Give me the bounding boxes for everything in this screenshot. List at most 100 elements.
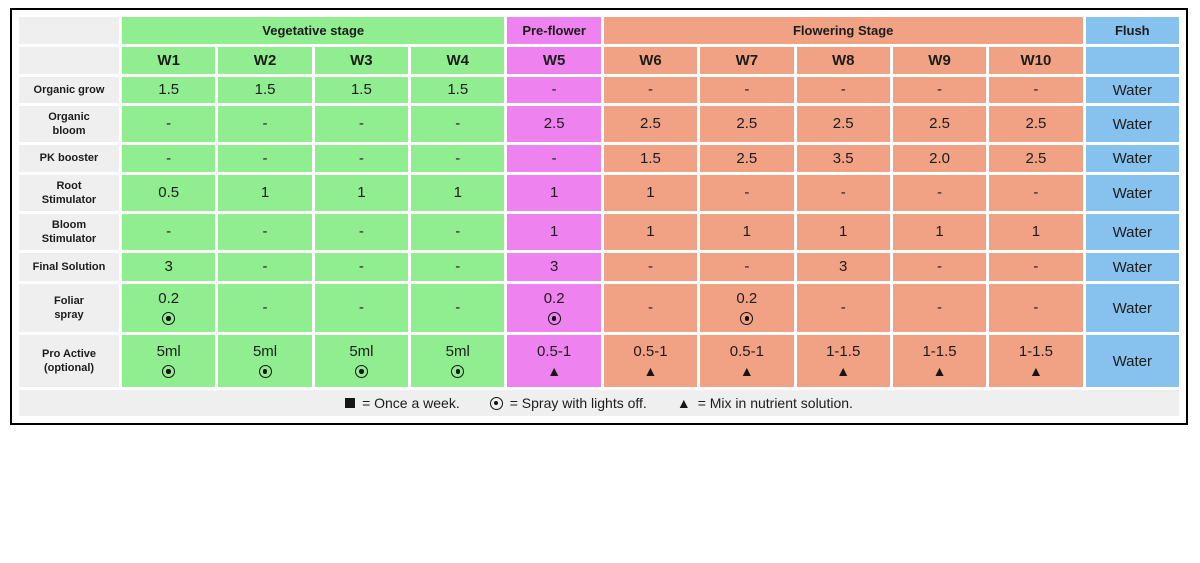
legend-item-once-a-week: = Once a week. [345,395,460,411]
row-organic-bloom: Organic bloom - - - -2.5 2.5 2.5 2.5 2.5 2.5 Water [19,106,1179,142]
stage-header-row: Vegetative stage Pre-flower Flowering St… [19,17,1179,44]
cell-organic-grow-w3: 1.5 [314,77,409,103]
row-final-solution: Final Solution 3- - -3- -3- - Water [19,253,1179,281]
stage-header-preflower: Pre-flower [507,17,601,44]
cell-organic-grow-w2: 1.5 [218,77,312,103]
row-label-organic-bloom: Organic bloom [19,106,119,142]
cell-bloom-stimulator-w8: 1 [796,214,890,250]
cell-final-solution-w8: 3 [796,253,890,281]
cell-organic-bloom-w9: 2.5 [892,106,987,142]
cell-pro-active-optional-w8: 1-1.5 ▲ [796,335,890,387]
week-header-w1: W1 [122,47,216,74]
flush-cell-organic-grow: Water [1085,77,1179,103]
cell-organic-bloom-w10: 2.5 [989,106,1083,142]
week-header-w10: W10 [989,47,1083,74]
cell-organic-grow-w6: - [603,77,698,103]
cell-organic-grow-w10: - [989,77,1083,103]
flush-cell-organic-bloom: Water [1085,106,1179,142]
spray-lights-off-icon [162,312,176,326]
cell-root-stimulator-w4: 1 [411,175,505,211]
once-a-week-icon [345,398,356,408]
legend-item-mix-in-nutrient-solution: ▲ = Mix in nutrient solution. [677,395,853,411]
spray-lights-off-icon [258,365,272,379]
cell-foliar-spray-w7: 0.2 [700,284,794,332]
week-header-w5: W5 [507,47,601,74]
cell-foliar-spray-w4: - [411,284,505,332]
spray-lights-off-icon [740,312,754,326]
mix-in-nutrient-solution-icon: ▲ [1028,362,1043,379]
cell-organic-grow-w5: - [507,77,601,103]
cell-pro-active-optional-w4: 5ml [411,335,505,387]
cell-bloom-stimulator-w4: - [411,214,505,250]
mix-in-nutrient-solution-icon: ▲ [676,395,691,411]
cell-organic-grow-w7: - [700,77,794,103]
cell-pro-active-optional-w3: 5ml [314,335,409,387]
cell-foliar-spray-w9: - [892,284,987,332]
cell-root-stimulator-w7: - [700,175,794,211]
flush-cell-pk-booster: Water [1085,145,1179,172]
legend-items: = Once a week. = Spray with lights off. ▲ =… [19,395,1179,411]
cell-final-solution-w9: - [892,253,987,281]
cell-root-stimulator-w2: 1 [218,175,312,211]
row-label-root-stimulator: Root Stimulator [19,175,119,211]
mix-in-nutrient-solution-icon: ▲ [932,362,947,379]
cell-bloom-stimulator-w5: 1 [507,214,601,250]
week-header-w7: W7 [700,47,794,74]
cell-pro-active-optional-w6: 0.5-1 ▲ [603,335,698,387]
cell-pk-booster-w3: - [314,145,409,172]
row-label-organic-grow: Organic grow [19,77,119,103]
cell-foliar-spray-w8: - [796,284,890,332]
row-organic-grow: Organic grow 1.5 1.5 1.5 1.5- - - - - - Water [19,77,1179,103]
cell-organic-grow-w9: - [892,77,987,103]
row-bloom-stimulator: Bloom Stimulator - - - -1 1 1 1 1 1 Water [19,214,1179,250]
cell-pro-active-optional-w2: 5ml [218,335,312,387]
cell-final-solution-w5: 3 [507,253,601,281]
cell-pro-active-optional-w5: 0.5-1 ▲ [507,335,601,387]
week-header-w2: W2 [218,47,312,74]
spray-lights-off-icon [489,396,503,410]
cell-foliar-spray-w2: - [218,284,312,332]
legend-text-once-a-week: = Once a week. [362,395,460,411]
cell-pk-booster-w1: - [122,145,216,172]
cell-pk-booster-w9: 2.0 [892,145,987,172]
cell-bloom-stimulator-w3: - [314,214,409,250]
week-header-w9: W9 [892,47,987,74]
week-header-w8: W8 [796,47,890,74]
cell-pk-booster-w7: 2.5 [700,145,794,172]
corner-cell [19,17,119,44]
cell-foliar-spray-w10: - [989,284,1083,332]
cell-bloom-stimulator-w1: - [122,214,216,250]
week-header-row: W1 W2 W3 W4 W5 W6 W7 W8 W9 W10 [19,47,1179,74]
spray-lights-off-icon [162,365,176,379]
legend: = Once a week. = Spray with lights off. ▲ =… [19,390,1179,416]
nutrient-feeding-schedule: Vegetative stage Pre-flower Flowering St… [10,8,1188,425]
cell-final-solution-w1: 3 [122,253,216,281]
cell-foliar-spray-w3: - [314,284,409,332]
cell-root-stimulator-w9: - [892,175,987,211]
row-label-final-solution: Final Solution [19,253,119,281]
cell-pro-active-optional-w7: 0.5-1 ▲ [700,335,794,387]
cell-final-solution-w4: - [411,253,505,281]
row-label-foliar-spray: Foliar spray [19,284,119,332]
cell-final-solution-w3: - [314,253,409,281]
cell-final-solution-w10: - [989,253,1083,281]
row-root-stimulator: Root Stimulator 0.5 1 1 1 1 1- - - - Water [19,175,1179,211]
cell-pro-active-optional-w9: 1-1.5 ▲ [892,335,987,387]
legend-text-spray-lights-off: = Spray with lights off. [509,395,647,411]
cell-pk-booster-w5: - [507,145,601,172]
cell-root-stimulator-w5: 1 [507,175,601,211]
cell-organic-bloom-w4: - [411,106,505,142]
cell-root-stimulator-w10: - [989,175,1083,211]
flush-cell-foliar-spray: Water [1085,284,1179,332]
flush-cell-final-solution: Water [1085,253,1179,281]
cell-organic-bloom-w8: 2.5 [796,106,890,142]
cell-foliar-spray-w1: 0.2 [122,284,216,332]
cell-root-stimulator-w3: 1 [314,175,409,211]
mix-in-nutrient-solution-icon: ▲ [836,362,851,379]
spray-lights-off-icon [451,365,465,379]
stage-header-flush: Flush [1085,17,1179,44]
cell-organic-bloom-w1: - [122,106,216,142]
flush-week-blank-cell [1085,47,1179,74]
cell-organic-grow-w4: 1.5 [411,77,505,103]
legend-text-mix-in-nutrient-solution: = Mix in nutrient solution. [697,395,853,411]
